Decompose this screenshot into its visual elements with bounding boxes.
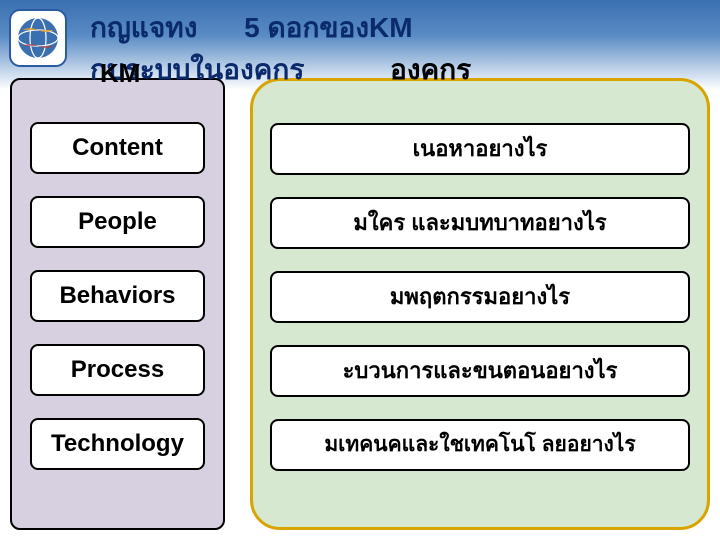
left-box-technology: Technology [30,418,205,470]
right-header: องคกร [390,48,471,92]
left-box-process: Process [30,344,205,396]
left-box-content: Content [30,122,205,174]
right-box-3: ะบวนการและขนตอนอยางไร [270,345,690,397]
right-box-4: มเทคนคและใชเทคโนโ ลยอยางไร [270,419,690,471]
right-box-0: เนอหาอยางไร [270,123,690,175]
right-box-2: มพฤตกรรมอยางไร [270,271,690,323]
right-panel: เนอหาอยางไร มใคร และมบทบาทอยางไร มพฤตกรร… [250,78,710,530]
left-box-behaviors: Behaviors [30,270,205,322]
globe-logo [8,8,68,68]
title-part-b: 5 ดอกของKM [244,12,412,43]
title-part-a: กญแจทง [90,12,197,43]
title-line-1: กญแจทง 5 ดอกของKM [90,6,413,50]
left-box-people: People [30,196,205,248]
left-panel: Content People Behaviors Process Technol… [10,78,225,530]
left-header: KM [100,58,140,89]
right-box-1: มใคร และมบทบาทอยางไร [270,197,690,249]
